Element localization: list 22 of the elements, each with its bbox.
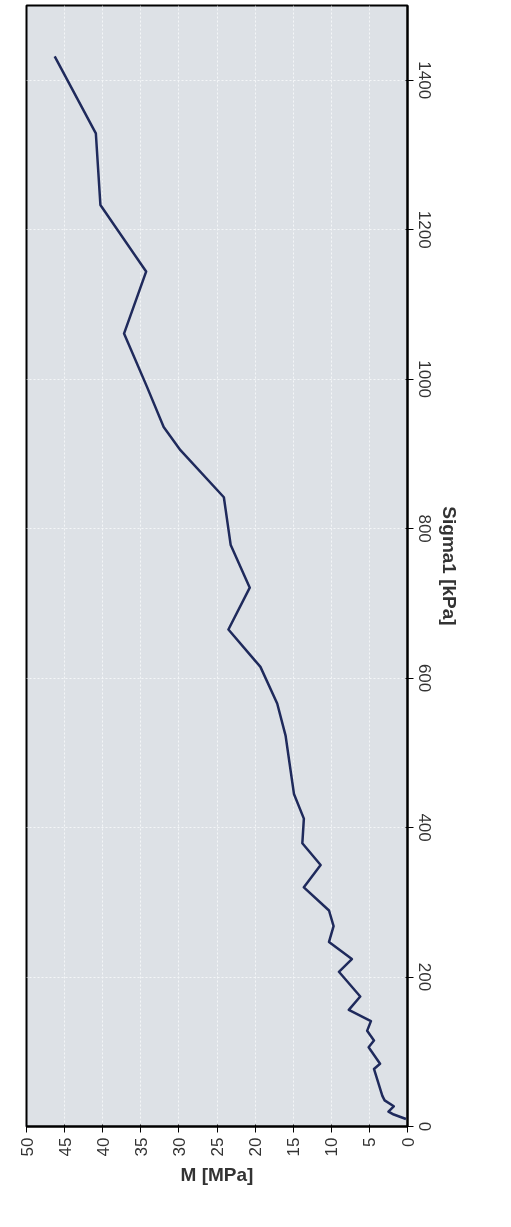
x-tick-label: 10 (322, 1137, 342, 1157)
x-tick-label: 40 (93, 1137, 113, 1157)
x-tick-label: 15 (284, 1137, 304, 1157)
y-tick-label: 200 (414, 962, 434, 992)
y-tick-label: 0 (414, 1121, 434, 1132)
x-tick-label: 50 (17, 1137, 37, 1157)
y-axis-title: Sigma1 [kPa] (438, 506, 460, 626)
x-tick-label: 20 (246, 1137, 266, 1157)
y-tick-label: 1400 (414, 61, 434, 100)
line-series (53, 55, 408, 1121)
y-tick-label: 400 (414, 813, 434, 842)
x-axis-title: M [MPa] (180, 1164, 254, 1186)
x-tick-label: 30 (169, 1137, 189, 1157)
x-tick-label: 25 (208, 1137, 227, 1157)
y-tick-label: 1000 (414, 360, 434, 399)
x-tick-label: 5 (360, 1137, 380, 1147)
y-tick-label: 1200 (414, 210, 434, 249)
y-tick-label: 800 (414, 514, 434, 543)
x-tick-label: 45 (55, 1137, 75, 1157)
x-tick-label: 0 (398, 1137, 418, 1147)
y-tick-label: 600 (414, 663, 434, 693)
x-tick-label: 35 (131, 1137, 151, 1157)
